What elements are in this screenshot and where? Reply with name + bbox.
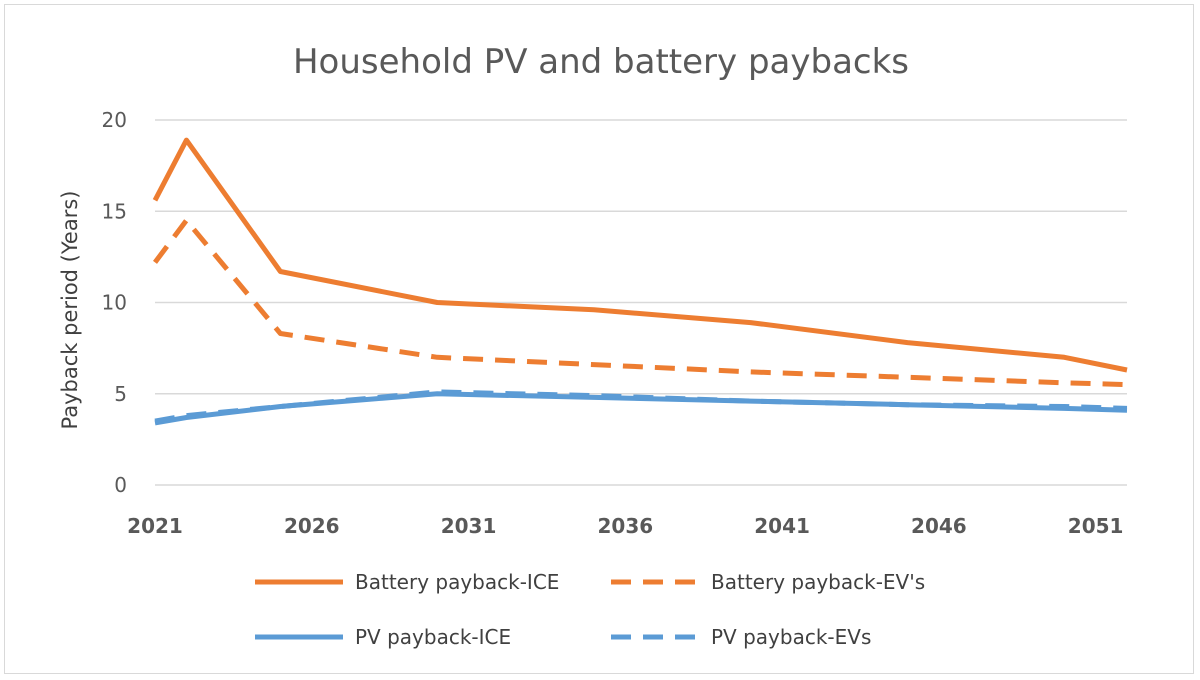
x-tick-label: 2041 xyxy=(754,514,810,538)
series-line-1 xyxy=(152,217,1128,388)
series-layer xyxy=(152,137,1128,426)
x-tick-label: 2051 xyxy=(1068,514,1124,538)
chart-frame: Household PV and battery paybacks 0 5 10 15… xyxy=(4,4,1194,674)
chart-title: Household PV and battery paybacks xyxy=(293,42,909,82)
legend-label: PV payback-EVs xyxy=(711,625,871,649)
legend-label: PV payback-ICE xyxy=(355,625,511,649)
x-tick-label: 2026 xyxy=(284,514,340,538)
x-tick-labels: 2021 2026 2031 2036 2041 2046 2051 xyxy=(127,514,1123,538)
x-tick-label: 2021 xyxy=(127,514,183,538)
grid-layer xyxy=(155,119,1127,486)
y-axis-label: Payback period (Years) xyxy=(58,191,82,430)
legend: Battery payback-ICE Battery payback-EV's P… xyxy=(255,570,925,649)
y-tick-label: 10 xyxy=(102,291,127,315)
x-tick-label: 2036 xyxy=(597,514,653,538)
legend-label: Battery payback-EV's xyxy=(711,570,925,594)
y-tick-label: 0 xyxy=(114,473,127,497)
series-line-0 xyxy=(152,137,1128,373)
y-tick-labels: 0 5 10 15 20 xyxy=(102,108,127,497)
y-tick-label: 5 xyxy=(114,382,127,406)
legend-label: Battery payback-ICE xyxy=(355,570,559,594)
x-tick-label: 2046 xyxy=(911,514,967,538)
x-tick-label: 2031 xyxy=(441,514,497,538)
y-tick-label: 20 xyxy=(102,108,127,132)
series-line-2 xyxy=(154,391,1128,426)
chart-svg: Household PV and battery paybacks 0 5 10 15… xyxy=(58,42,1128,649)
y-tick-label: 15 xyxy=(102,199,127,223)
